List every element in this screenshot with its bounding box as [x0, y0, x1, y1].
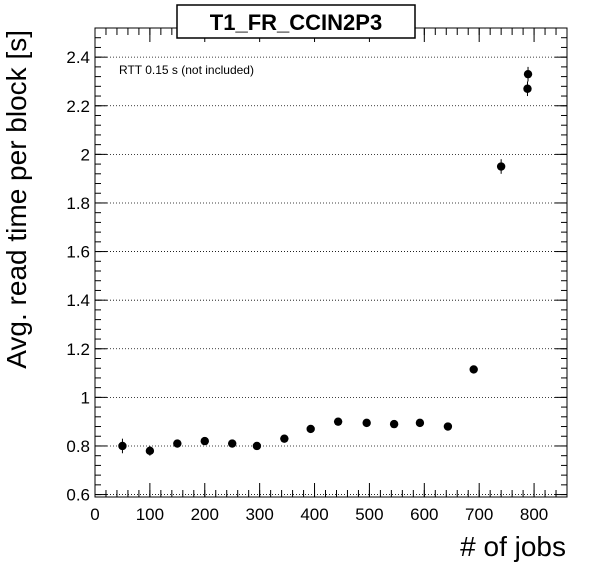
title-box: [176, 4, 416, 39]
data-point: [496, 162, 506, 171]
data-point: [523, 84, 532, 93]
x-axis-label: # of jobs: [460, 531, 566, 562]
y-tick-label: 2.4: [66, 48, 90, 67]
y-axis-label: Avg. read time per block [s]: [1, 30, 32, 369]
data-point: [523, 69, 533, 79]
annotation-text: RTT 0.15 s (not included): [119, 63, 254, 77]
x-tick-label: 600: [410, 505, 438, 524]
data-point: [443, 422, 453, 431]
y-tick-label: 1.8: [66, 194, 90, 213]
x-tick-label: 200: [191, 505, 219, 524]
data-point: [362, 418, 371, 428]
y-tick-label: 2: [81, 145, 90, 164]
data-point: [415, 418, 425, 428]
y-tick-label: 0.8: [66, 437, 90, 456]
x-tick-label: 700: [465, 505, 493, 524]
x-tick-label: 800: [520, 505, 548, 524]
x-tick-label: 500: [355, 505, 383, 524]
tick-labels: 0.6 0.8 1 1.2 1.4 1.6 1.8 2 2.2 2.4 0 100 200 300 400 5…: [66, 48, 548, 524]
y-tick-label: 0.6: [66, 486, 90, 505]
data-point: [252, 441, 262, 451]
x-tick-label: 100: [136, 505, 164, 524]
x-tick-label: 400: [300, 505, 328, 524]
data-point: [469, 365, 478, 374]
data-point: [118, 441, 127, 451]
data-points: [118, 66, 533, 456]
data-point: [145, 446, 155, 456]
y-tick-label: 1: [81, 388, 90, 407]
data-point: [228, 439, 237, 448]
y-tick-label: 1.6: [66, 243, 90, 262]
y-tick-label: 1.4: [66, 291, 90, 310]
data-point: [280, 434, 289, 443]
data-point: [173, 439, 182, 448]
x-tick-label: 0: [90, 505, 99, 524]
data-point: [306, 424, 315, 434]
data-point: [389, 419, 399, 429]
axis-ticks: [94, 27, 568, 497]
chart-title: T1_FR_CCIN2P3: [210, 10, 382, 35]
data-point: [333, 417, 343, 426]
data-point: [200, 436, 209, 446]
y-tick-label: 2.2: [66, 97, 90, 116]
grid-lines: [95, 56, 567, 495]
y-tick-label: 1.2: [66, 340, 90, 359]
x-tick-label: 300: [245, 505, 273, 524]
